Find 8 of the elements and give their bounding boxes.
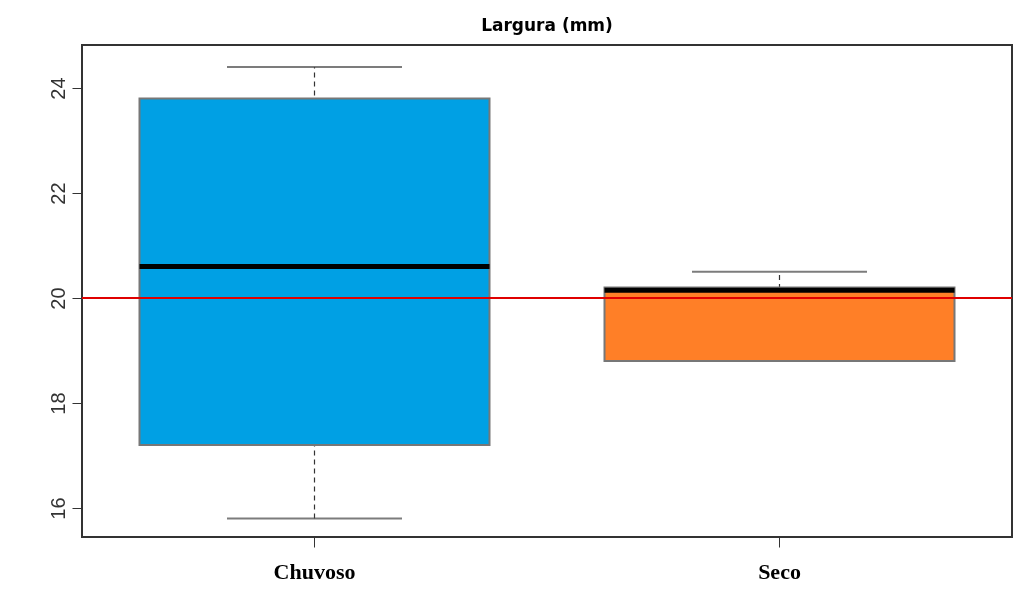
y-tick-label: 16	[46, 497, 69, 520]
y-tick-label: 20	[46, 287, 69, 310]
y-tick-label: 18	[46, 392, 69, 415]
x-tick-label: Seco	[758, 558, 801, 584]
x-tick-label: Chuvoso	[273, 558, 356, 584]
y-tick-label: 24	[46, 77, 69, 100]
chart-title: Largura (mm)	[481, 15, 613, 35]
y-tick-label: 22	[46, 182, 69, 205]
